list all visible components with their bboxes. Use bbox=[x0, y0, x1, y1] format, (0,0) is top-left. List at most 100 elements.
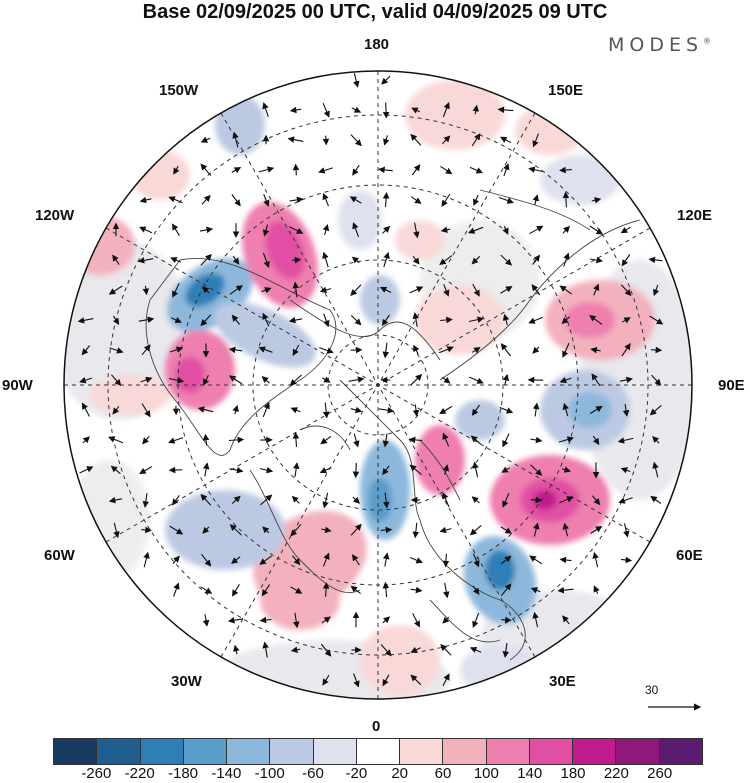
wind-arrow bbox=[590, 526, 603, 534]
wind-arrow bbox=[502, 433, 510, 448]
wind-arrow bbox=[472, 612, 480, 629]
wind-arrow bbox=[442, 673, 450, 686]
colorbar bbox=[53, 738, 703, 765]
wind-arrow bbox=[292, 281, 300, 298]
colorbar-swatch bbox=[182, 739, 227, 764]
wind-arrow bbox=[201, 194, 211, 205]
wind-arrow bbox=[351, 554, 360, 566]
wind-arrow bbox=[472, 283, 480, 297]
wind-arrow bbox=[442, 492, 450, 508]
wind-arrow bbox=[110, 465, 121, 475]
wind-arrow bbox=[500, 343, 511, 357]
wind-arrow bbox=[319, 286, 332, 294]
wind-arrow bbox=[443, 284, 450, 297]
wind-arrow bbox=[232, 584, 240, 597]
wind-arrow bbox=[442, 101, 450, 118]
wind-arrow bbox=[352, 496, 361, 504]
wind-arrow bbox=[532, 611, 539, 628]
wind-arrow bbox=[593, 283, 600, 296]
wind-arrow bbox=[142, 436, 150, 445]
wind-arrow bbox=[318, 167, 333, 174]
anomaly-blob bbox=[338, 190, 382, 250]
anomaly-blob bbox=[368, 478, 392, 522]
colorbar-tick-label: -180 bbox=[167, 765, 199, 782]
lon-label-30w: 30W bbox=[171, 673, 202, 690]
wind-arrow bbox=[81, 402, 90, 417]
wind-arrow bbox=[559, 496, 574, 504]
colorbar-tick-label: -20 bbox=[345, 765, 368, 782]
wind-arrow bbox=[411, 107, 421, 114]
wind-arrow bbox=[350, 585, 361, 595]
wind-arrow bbox=[409, 556, 423, 564]
wind-arrow bbox=[141, 403, 151, 418]
wind-arrow bbox=[202, 433, 210, 446]
wind-arrow bbox=[290, 523, 302, 537]
wind-arrow bbox=[293, 612, 300, 629]
wind-arrow bbox=[413, 344, 420, 355]
reference-vector-value: 30 bbox=[645, 683, 659, 697]
anomaly-blob bbox=[90, 375, 170, 415]
wind-arrow bbox=[410, 674, 422, 686]
colorbar-tick-label: 20 bbox=[391, 765, 408, 782]
wind-arrow bbox=[108, 285, 123, 295]
wind-arrow bbox=[590, 346, 601, 354]
wind-arrow bbox=[322, 402, 330, 419]
wind-arrow bbox=[530, 464, 543, 476]
wind-arrow bbox=[261, 584, 271, 597]
wind-arrow bbox=[77, 317, 94, 324]
wind-arrow bbox=[471, 133, 481, 147]
wind-arrow bbox=[231, 167, 242, 174]
wind-arrow bbox=[229, 285, 243, 295]
wind-arrow bbox=[443, 582, 450, 599]
wind-arrow bbox=[322, 552, 330, 567]
wind-arrow bbox=[173, 582, 180, 597]
map-boundary bbox=[63, 70, 693, 700]
wind-arrow bbox=[381, 75, 391, 85]
wind-arrow bbox=[291, 555, 301, 566]
wind-arrow bbox=[561, 466, 571, 473]
lon-label-60e: 60E bbox=[676, 547, 703, 564]
wind-arrow bbox=[322, 102, 330, 118]
wind-arrow bbox=[231, 314, 241, 325]
wind-arrow bbox=[469, 166, 484, 174]
wind-arrow bbox=[231, 194, 241, 207]
wind-arrow bbox=[500, 254, 513, 266]
wind-arrow bbox=[79, 466, 94, 474]
wind-arrow bbox=[200, 493, 212, 506]
wind-arrow bbox=[141, 344, 151, 356]
wind-arrow bbox=[471, 404, 480, 416]
wind-arrow bbox=[498, 196, 514, 204]
wind-arrow bbox=[200, 136, 211, 143]
wind-arrow bbox=[231, 556, 241, 564]
wind-arrow bbox=[143, 551, 150, 568]
wind-arrow bbox=[529, 225, 544, 235]
wind-arrow bbox=[259, 616, 272, 624]
wind-arrow bbox=[649, 315, 664, 325]
wind-arrow bbox=[591, 373, 601, 387]
wind-arrow bbox=[502, 373, 510, 386]
wind-arrow bbox=[263, 193, 270, 207]
wind-arrow bbox=[262, 312, 270, 327]
wind-arrow bbox=[468, 376, 484, 384]
wind-arrow bbox=[381, 314, 390, 327]
wind-arrow bbox=[622, 404, 630, 417]
brand-mark: ® bbox=[703, 36, 712, 46]
lon-label-90e: 90E bbox=[718, 377, 745, 394]
colorbar-tick-label: -220 bbox=[124, 765, 155, 782]
wind-arrow bbox=[472, 104, 480, 115]
wind-arrow bbox=[412, 312, 420, 327]
wind-arrow bbox=[472, 461, 479, 478]
map-title: Base 02/09/2025 00 UTC, valid 04/09/2025… bbox=[142, 1, 608, 23]
wind-arrow bbox=[562, 615, 570, 625]
wind-arrow bbox=[322, 376, 331, 383]
wind-arrow bbox=[383, 135, 390, 146]
wind-arrow bbox=[262, 526, 270, 534]
wind-arrow bbox=[142, 493, 150, 508]
wind-arrow bbox=[471, 255, 481, 265]
wind-arrow bbox=[559, 285, 572, 295]
wind-arrow bbox=[620, 226, 631, 234]
wind-arrow bbox=[469, 524, 482, 536]
wind-arrow bbox=[621, 317, 631, 324]
wind-arrow bbox=[531, 284, 541, 296]
